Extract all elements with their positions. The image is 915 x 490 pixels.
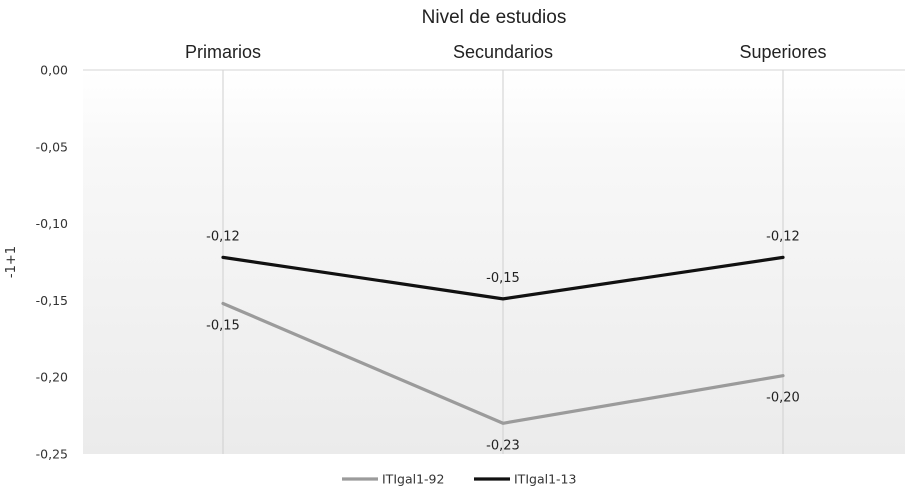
category-label: Primarios — [185, 42, 261, 62]
y-tick-label: -0,10 — [36, 216, 68, 231]
chart-title: Nivel de estudios — [422, 7, 567, 28]
y-tick-label: -0,15 — [36, 293, 68, 308]
category-label: Superiores — [739, 42, 826, 62]
legend-label: ITIgal1-13 — [514, 472, 576, 487]
data-label: -0,12 — [766, 229, 800, 244]
y-tick-label: 0,00 — [40, 63, 68, 78]
y-tick-label: -0,25 — [36, 447, 68, 462]
series-line-0 — [221, 301, 785, 425]
series-line-1 — [221, 255, 785, 301]
data-label: -0,12 — [206, 229, 240, 244]
y-axis-label: -1+1 — [4, 246, 19, 278]
y-tick-label: -0,05 — [36, 139, 68, 154]
legend-label: ITIgal1-92 — [382, 472, 444, 487]
category-label: Secundarios — [453, 42, 553, 62]
y-tick-label: -0,20 — [36, 370, 68, 385]
data-label: -0,15 — [486, 271, 520, 286]
plot-background — [83, 70, 905, 454]
data-label: -0,20 — [766, 391, 800, 406]
data-label: -0,15 — [206, 318, 240, 333]
data-label: -0,23 — [486, 438, 520, 453]
